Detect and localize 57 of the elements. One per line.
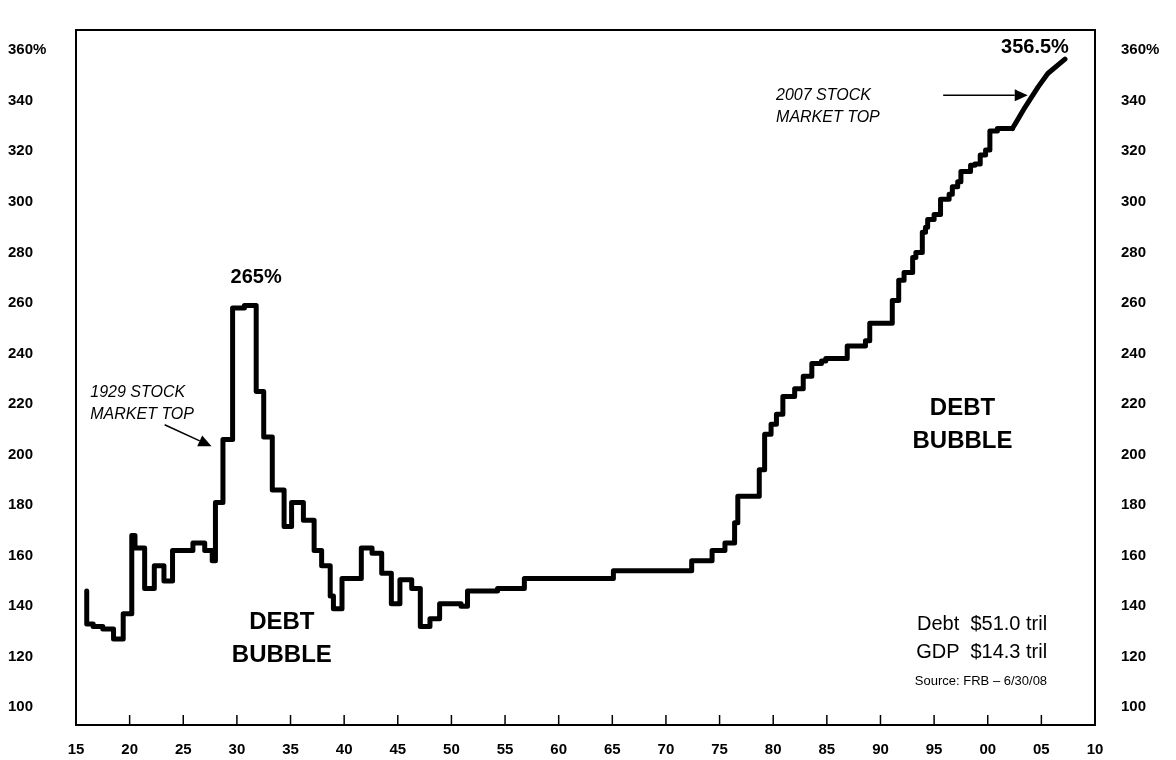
y-tick-label: 340 [8, 90, 34, 108]
x-tick-label: 25 [174, 740, 192, 758]
x-tick-label: 40 [335, 740, 353, 758]
x-tick-label: 85 [818, 740, 836, 758]
annotation: 2007 STOCK MARKET TOP [775, 85, 881, 125]
y-tick-label: 300 [8, 192, 34, 209]
x-tick-label: 80 [764, 740, 782, 758]
y-tick-label: 260 [8, 293, 34, 311]
x-tick-label: 60 [550, 740, 568, 758]
x-tick-label: 35 [282, 740, 299, 758]
y-tick-label: 240 [8, 343, 34, 361]
y2-tick-label: 200 [1121, 444, 1147, 462]
y2-tick-label: 100 [1121, 697, 1147, 715]
y-tick-label: 220 [8, 394, 34, 412]
annotation: DEBT BUBBLE [231, 606, 332, 667]
y-tick-label: 160 [8, 545, 34, 563]
annotation: 356.5% [1001, 34, 1070, 57]
y-tick-label: 180 [8, 495, 34, 513]
y2-tick-label: 260 [1121, 293, 1147, 311]
y2-tick-label: 320 [1121, 141, 1147, 159]
y2-tick-label: 220 [1121, 394, 1147, 412]
y2-tick-label: 180 [1121, 495, 1147, 513]
x-tick-label: 05 [1033, 740, 1050, 758]
x-tick-label: 20 [121, 740, 138, 758]
y2-tick-label: 300 [1121, 192, 1147, 209]
x-tick-label: 70 [657, 740, 675, 758]
y2-tick-label: 240 [1121, 343, 1147, 361]
x-tick-label: 30 [228, 740, 246, 758]
annotation: 1929 STOCK MARKET TOP [90, 382, 195, 422]
y2-tick-label: 120 [1121, 646, 1147, 664]
y2-tick-label: 160 [1121, 545, 1147, 563]
x-tick-label: 45 [389, 740, 407, 758]
y2-tick-label: 360% [1121, 40, 1160, 58]
annotation: GDP $14.3 tril [916, 639, 1048, 662]
annotation: Debt $51.0 tril [917, 612, 1048, 635]
y2-tick-label: 280 [1121, 242, 1147, 260]
y2-tick-label: 340 [1121, 90, 1147, 108]
x-tick-label: 10 [1086, 740, 1104, 758]
y-tick-label: 100 [8, 697, 34, 715]
annotation: DEBT BUBBLE [912, 392, 1013, 453]
x-tick-label: 55 [496, 740, 514, 758]
x-tick-label: 75 [711, 740, 728, 758]
y-tick-label: 280 [8, 242, 34, 260]
y-tick-label: 200 [8, 444, 34, 462]
x-tick-label: 50 [443, 740, 460, 758]
x-tick-label: 95 [925, 740, 943, 758]
y-tick-label: 120 [8, 646, 34, 664]
x-tick-label: 15 [67, 740, 85, 758]
y-tick-label: 140 [8, 596, 34, 614]
x-tick-label: 65 [603, 740, 621, 758]
y2-tick-label: 140 [1121, 596, 1147, 614]
annotation: 265% [230, 264, 282, 287]
x-tick-label: 90 [872, 740, 889, 758]
y-tick-label: 360% [8, 40, 47, 58]
x-tick-label: 00 [979, 740, 997, 758]
annotation: Source: FRB – 6/30/08 [914, 673, 1048, 689]
y-tick-label: 320 [8, 141, 34, 159]
